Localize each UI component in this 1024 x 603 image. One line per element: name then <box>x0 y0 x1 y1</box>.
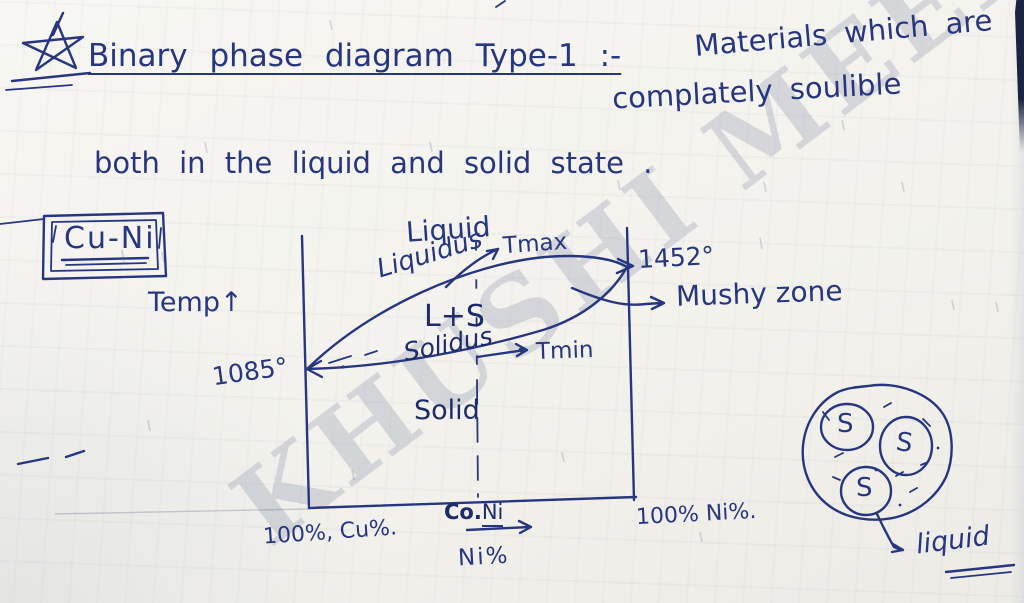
liquid-callout-arrowhead-icon <box>890 542 905 554</box>
microstructure-callout: liquid <box>914 520 992 561</box>
x-axis-mid-co: Co. <box>444 500 482 524</box>
heading-keyword: Binary phase diagram Type-1 :- <box>88 38 622 74</box>
grain-label-1: S <box>837 409 854 439</box>
liquid-callout-leader <box>875 512 903 552</box>
x-axis-right-label: 100% Ni%. <box>635 498 757 531</box>
star-bullet-icon <box>5 11 92 91</box>
left-melting-point: 1085° <box>210 351 290 392</box>
scan-edge-shadow <box>1015 0 1024 152</box>
tmax-label: Tmax <box>502 228 568 260</box>
region-label-two-phase: L+S <box>424 299 485 334</box>
system-label: Cu-Ni <box>64 221 156 256</box>
right-melting-point: 1452° <box>637 241 715 274</box>
mushy-zone-label: Mushy zone <box>675 274 844 313</box>
y-axis-label: Temp↑ <box>148 287 243 318</box>
x-axis-mid-ni: Ni <box>481 500 504 527</box>
grain-label-3: S <box>856 473 873 503</box>
grain-label-2: S <box>894 427 915 460</box>
x-axis-name: Ni% <box>457 542 511 572</box>
region-label-solid: Solid <box>414 395 480 426</box>
liquid-blob-outline <box>801 383 953 521</box>
up-arrow-icon: ↑ <box>219 287 243 318</box>
heading-line2: both in the liquid and solid state . <box>94 146 653 180</box>
x-axis-mid-label: Co.Ni <box>444 500 504 527</box>
y-axis-label-text: Temp <box>148 287 220 318</box>
left-tip-arrowhead-icon <box>305 359 324 379</box>
tmin-label: Tmin <box>535 337 594 365</box>
